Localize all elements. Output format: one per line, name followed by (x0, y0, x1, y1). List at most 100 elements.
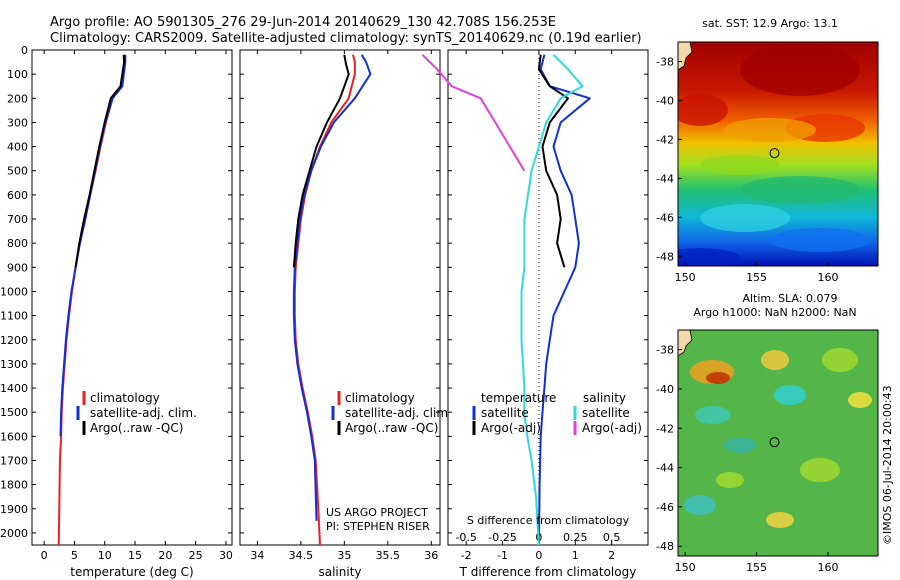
lon-tick-label: 150 (675, 561, 696, 574)
temperature-legend: climatology satellite-adj. clim. Argo(..… (76, 391, 197, 435)
sst-texture-patch (678, 94, 728, 126)
sst-texture-patch (700, 155, 780, 175)
lat-tick-label: -38 (656, 344, 674, 357)
x-tick-label: 2 (608, 549, 615, 562)
salinity-legend: climatology satellite-adj. clim. Argo(..… (331, 391, 452, 435)
legend-label-argo: Argo(..raw -QC) (90, 421, 183, 435)
lat-tick-label: -40 (656, 94, 674, 107)
argo-float-marker (769, 148, 780, 159)
salinity-plot-frame (239, 49, 441, 546)
project-annotation: US ARGO PROJECT (326, 506, 428, 519)
legend-label-temperature-satellite: satellite (481, 406, 529, 420)
depth-tick-label: 1900 (0, 503, 28, 516)
series-line-salinity-argo-adj (421, 54, 526, 172)
sst-texture-patch (740, 176, 860, 204)
sla-texture-patch (761, 350, 789, 370)
lat-tick-label: -44 (656, 172, 674, 185)
depth-tick-label: 1600 (0, 430, 28, 443)
x-tick-label: 15 (128, 549, 142, 562)
difference-legend: temperature satellite Argo(-adj) salinit… (472, 391, 642, 435)
sst-texture-patch (724, 118, 816, 142)
salinity-depth-ticks (240, 49, 440, 534)
depth-tick-label: 1200 (0, 334, 28, 347)
depth-tick-label: 1100 (0, 310, 28, 323)
depth-tick-label: 900 (7, 261, 28, 274)
pi-annotation: PI: STEPHEN RISER (326, 520, 430, 533)
sla-map-lon-axis: 150 155 160 (675, 552, 839, 574)
difference-series (421, 54, 591, 546)
x-tick-label: 10 (98, 549, 112, 562)
x-tick-label: 1 (572, 549, 579, 562)
lat-tick-label: -38 (656, 55, 674, 68)
salinity-series (292, 54, 372, 546)
sla-field-detail (684, 348, 872, 528)
sst-texture-patch (770, 228, 870, 252)
lat-tick-label: -42 (656, 133, 674, 146)
x-tick-label: 0 (535, 549, 542, 562)
sst-map-title: sat. SST: 12.9 Argo: 13.1 (702, 17, 838, 30)
legend-label-climatology: climatology (90, 391, 160, 405)
lat-tick-label: -46 (656, 501, 674, 514)
x-tick-label: 0 (41, 549, 48, 562)
legend-heading-temperature: temperature (481, 391, 556, 405)
depth-tick-label: 0 (21, 44, 28, 57)
x-tick-label: 5 (71, 549, 78, 562)
lat-tick-label: -40 (656, 383, 674, 396)
depth-tick-label: 1800 (0, 479, 28, 492)
salinity-x-axis: 34 34.5 35 35.5 36 (250, 50, 438, 562)
sla-texture-patch (822, 348, 858, 372)
x-tick-label: 20 (158, 549, 172, 562)
x-tick-label: 30 (219, 549, 233, 562)
legend-label-climatology: climatology (345, 391, 415, 405)
sst-map-panel: sat. SST: 12.9 Argo: 13.1 150 155 160 -38 -… (656, 17, 879, 284)
difference-top-xlabel: S difference from climatology (467, 514, 630, 527)
argo-float-marker (769, 437, 780, 448)
sst-map-lon-axis: 150 155 160 (675, 262, 839, 284)
top-x-tick-label: 0.5 (603, 531, 621, 544)
top-x-tick-label: -0.5 (455, 531, 476, 544)
series-line-argo-raw-qc (74, 54, 126, 268)
depth-tick-label: 1400 (0, 382, 28, 395)
lat-tick-label: -46 (656, 211, 674, 224)
depth-tick-label: 700 (7, 213, 28, 226)
depth-tick-label: 400 (7, 141, 28, 154)
sla-texture-patch (695, 406, 731, 424)
sla-map-panel: Altim. SLA: 0.079 Argo h1000: NaN h2000:… (656, 292, 879, 574)
x-tick-label: 25 (189, 549, 203, 562)
x-tick-label: 35.5 (376, 549, 401, 562)
sst-map-lat-axis: -38 -40 -42 -44 -46 -48 (656, 55, 682, 263)
sla-map-title: Altim. SLA: 0.079 (742, 292, 837, 305)
sla-map-lat-axis: -38 -40 -42 -44 -46 -48 (656, 344, 682, 553)
lat-tick-label: -48 (656, 540, 674, 553)
imos-timestamp: ©IMOS 06-Jul-2014 20:00:43 (881, 385, 894, 545)
temperature-x-axis: 0 5 10 15 20 25 30 (41, 50, 233, 562)
depth-tick-label: 300 (7, 116, 28, 129)
lon-tick-label: 160 (818, 271, 839, 284)
temperature-xlabel: temperature (deg C) (70, 565, 193, 579)
series-line-satellite-adj-clim (292, 54, 372, 521)
depth-tick-label: 1300 (0, 358, 28, 371)
x-tick-label: 35 (337, 549, 351, 562)
lon-tick-label: 155 (746, 271, 767, 284)
x-tick-label: -1 (497, 549, 508, 562)
depth-axis: 0 100 200 300 400 500 600 700 800 900 1000 1100 1200… (0, 44, 232, 540)
depth-tick-label: 500 (7, 165, 28, 178)
series-line-temperature-argo-adj (537, 54, 569, 268)
sla-texture-patch (724, 437, 756, 453)
lon-tick-label: 160 (818, 561, 839, 574)
sst-field-detail (678, 44, 870, 266)
series-line-temperature-satellite (537, 54, 591, 546)
sst-texture-patch (700, 204, 790, 232)
difference-depth-ticks (448, 49, 648, 534)
lat-tick-label: -44 (656, 462, 674, 475)
legend-label-salinity-satellite: satellite (582, 406, 630, 420)
sla-texture-patch (800, 458, 840, 482)
difference-panel: -2 -1 0 1 2 -0.5 -0.25 0 0.25 0.5 T difference f… (421, 49, 649, 579)
salinity-panel: 34 34.5 35 35.5 36 salinity climatology sate… (239, 49, 452, 579)
legend-label-salinity-argo: Argo(-adj) (582, 421, 642, 435)
coastline-tasmania (678, 42, 693, 71)
sst-map-frame (677, 41, 879, 267)
lon-tick-label: 150 (675, 271, 696, 284)
top-x-tick-label: -0.25 (488, 531, 516, 544)
